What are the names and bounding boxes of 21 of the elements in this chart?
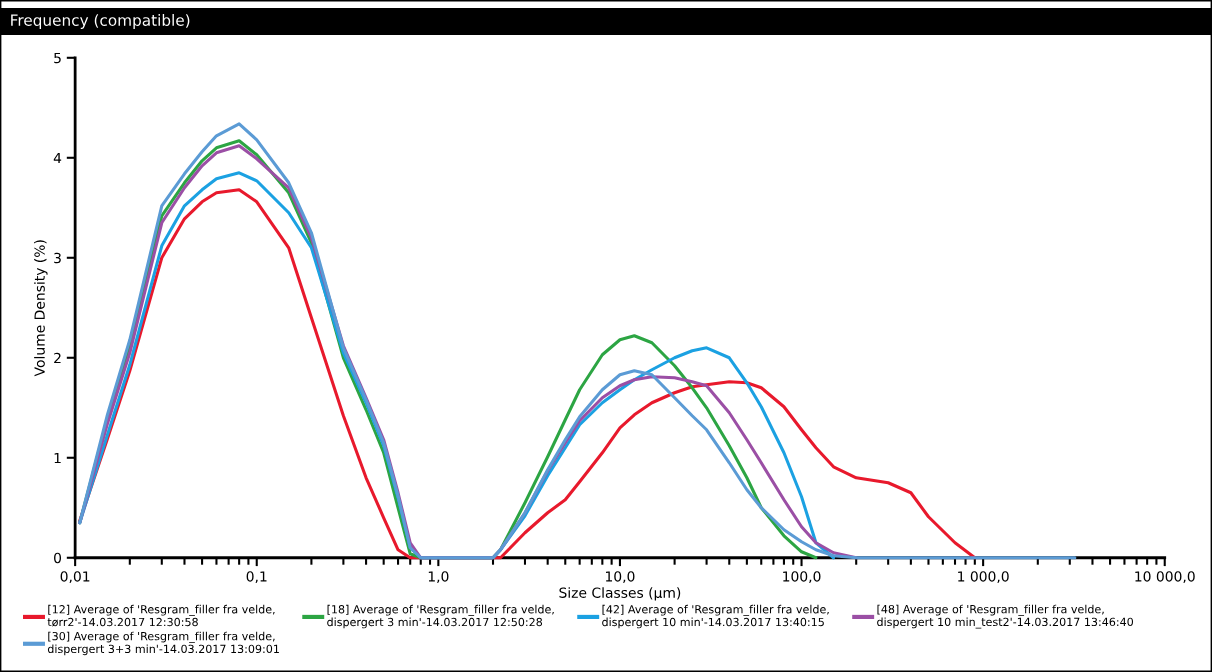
x-tick-label: 0,01 [60, 571, 90, 584]
y-axis-title: Volume Density (%) [34, 240, 48, 377]
legend-label: [12] Average of 'Resgram_filler fra velde, tørr2'-14.03.2017 12:30:58 [47, 604, 275, 627]
x-tick-label: 1 000,0 [958, 571, 1009, 584]
legend-label: [30] Average of 'Resgram_filler fra velde, dispergert 3+3 min'-14.03.2017 13:09:01 [47, 631, 279, 656]
y-tick-label: 3 [54, 252, 61, 264]
chart-title: Frequency (compatible) [11, 14, 190, 29]
x-tick-label: 100,0 [783, 571, 821, 584]
x-tick-label: 1,0 [428, 571, 449, 584]
legend-label: [48] Average of 'Resgram_filler fra velde, dispergert 10 min_test2'-14.03.2017 13:46:40 [877, 604, 1134, 629]
x-tick-label: 10,0 [606, 571, 635, 584]
legend-label: [18] Average of 'Resgram_filler fra velde, dispergert 3 min'-14.03.2017 12:50:28 [327, 604, 554, 629]
y-tick-label: 2 [54, 352, 61, 364]
y-tick-label: 4 [53, 152, 62, 164]
y-tick-label: 1 [54, 452, 61, 464]
x-axis-title: Size Classes (µm) [559, 587, 681, 601]
x-tick-label: 0,1 [246, 571, 267, 584]
y-tick-label: 0 [54, 552, 62, 564]
x-tick-label: 10 000,0 [1135, 571, 1195, 584]
legend-label: [42] Average of 'Resgram_filler fra velde, dispergert 10 min'-14.03.2017 13:40:15 [602, 604, 829, 629]
y-tick-label: 5 [54, 52, 61, 64]
